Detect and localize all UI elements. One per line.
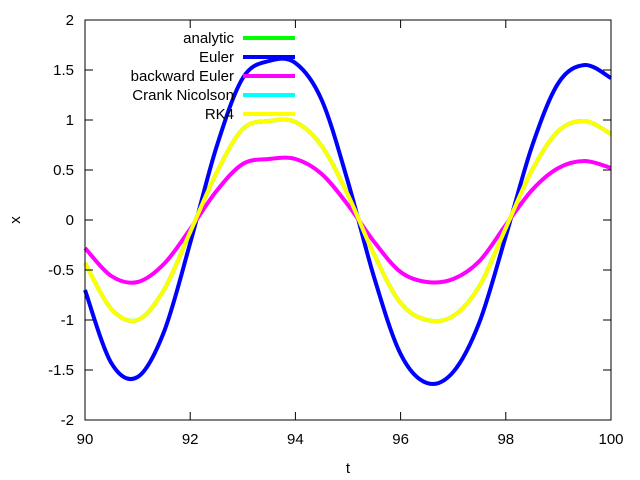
y-tick-label: 0 xyxy=(66,212,74,229)
series-line-euler xyxy=(83,56,613,386)
x-tick-label: 90 xyxy=(77,431,94,448)
y-tick-label: -1 xyxy=(61,312,74,329)
series-layer xyxy=(83,56,613,386)
y-tick-label: -2 xyxy=(61,412,74,429)
legend-label-backward-euler: backward Euler xyxy=(131,68,234,85)
series-line-rk4 xyxy=(83,117,612,324)
y-tick-label: -0.5 xyxy=(48,262,74,279)
y-tick-label: 1 xyxy=(66,112,74,129)
x-tick-label: 98 xyxy=(497,431,514,448)
x-tick-label: 94 xyxy=(287,431,304,448)
legend-label-rk4: RK4 xyxy=(205,106,234,123)
ticks-layer: 90 92 94 96 98 100 -2 -1.5 -1 -0.5 0 0.5 1 1.5 2 xyxy=(48,12,623,448)
y-tick-label: 2 xyxy=(66,12,74,29)
x-tick-label: 100 xyxy=(598,431,623,448)
y-axis-label: x xyxy=(7,216,24,224)
x-axis-label: t xyxy=(346,460,351,477)
series-line-backward-euler xyxy=(83,155,612,285)
x-tick-label: 96 xyxy=(392,431,409,448)
x-tick-label: 92 xyxy=(182,431,199,448)
y-tick-label: 1.5 xyxy=(53,62,74,79)
legend-label-analytic: analytic xyxy=(183,30,234,47)
legend-label-crank-nicolson: Crank Nicolson xyxy=(132,87,234,104)
legend: analytic Euler backward Euler Crank Nicolso… xyxy=(131,30,295,123)
y-tick-label: 0.5 xyxy=(53,162,74,179)
y-tick-label: -1.5 xyxy=(48,362,74,379)
legend-label-euler: Euler xyxy=(199,49,234,66)
